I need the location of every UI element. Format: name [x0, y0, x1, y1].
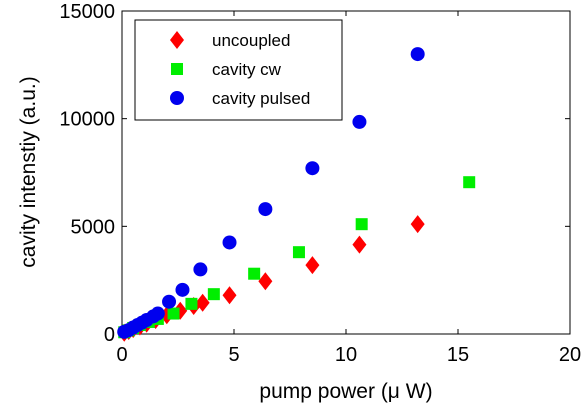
- data-point: [352, 114, 367, 129]
- data-point: [258, 202, 273, 217]
- data-point: [352, 235, 367, 254]
- data-point: [463, 176, 476, 189]
- axis-ticks: 0 5 10 15 20 0 5000 10000 15000: [59, 1, 581, 366]
- data-point: [258, 272, 273, 291]
- series-cavity-pulsed: [117, 47, 425, 339]
- data-points: [117, 47, 476, 342]
- data-point: [355, 218, 368, 231]
- legend-entry-uncoupled: uncoupled: [212, 31, 290, 50]
- data-point: [410, 215, 425, 234]
- data-point: [167, 307, 180, 320]
- data-point: [248, 267, 261, 280]
- legend-markers: [170, 31, 184, 105]
- y-tick-label: 15000: [59, 1, 115, 23]
- legend-entry-cavity-pulsed: cavity pulsed: [212, 89, 310, 108]
- data-point: [410, 47, 425, 62]
- data-point: [207, 288, 220, 301]
- x-axis-label: pump power (μ W): [259, 380, 432, 403]
- x-tick-label: 0: [116, 344, 127, 366]
- y-tick-label: 5000: [71, 216, 116, 238]
- legend-marker: [170, 91, 184, 105]
- x-tick-label: 15: [447, 344, 469, 366]
- legend-marker: [170, 31, 184, 49]
- data-point: [185, 297, 198, 310]
- data-point: [222, 286, 237, 305]
- data-point: [195, 293, 210, 312]
- x-tick-label: 5: [228, 344, 239, 366]
- data-point: [193, 262, 208, 277]
- x-tick-label: 20: [559, 344, 581, 366]
- data-point: [305, 161, 320, 176]
- legend-box: [134, 19, 343, 121]
- y-axis-label: cavity intenstiy (a.u.): [17, 76, 40, 267]
- data-point: [150, 306, 165, 321]
- data-point: [222, 235, 237, 250]
- y-tick-label: 10000: [59, 109, 115, 131]
- data-point: [292, 246, 305, 259]
- legend: uncoupled cavity cw cavity pulsed: [134, 19, 343, 121]
- legend-entry-cavity-cw: cavity cw: [212, 60, 282, 79]
- y-tick-label: 0: [104, 324, 115, 346]
- data-point: [162, 294, 177, 309]
- x-tick-label: 10: [335, 344, 357, 366]
- legend-marker: [171, 63, 183, 75]
- data-point: [175, 282, 190, 297]
- data-point: [305, 256, 320, 275]
